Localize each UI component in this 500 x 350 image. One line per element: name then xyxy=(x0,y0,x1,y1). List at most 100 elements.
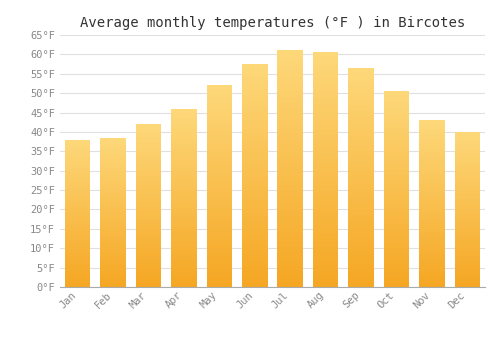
Bar xyxy=(384,97,409,99)
Bar xyxy=(136,150,162,152)
Bar xyxy=(136,183,162,184)
Bar xyxy=(384,105,409,107)
Bar xyxy=(65,243,90,244)
Bar xyxy=(384,138,409,140)
Bar xyxy=(384,119,409,121)
Bar xyxy=(206,124,232,126)
Bar xyxy=(136,135,162,137)
Bar xyxy=(65,152,90,153)
Bar xyxy=(242,106,268,108)
Bar xyxy=(65,148,90,150)
Bar xyxy=(136,218,162,220)
Bar xyxy=(136,158,162,160)
Bar xyxy=(100,276,126,278)
Bar xyxy=(384,264,409,265)
Bar xyxy=(384,128,409,130)
Bar xyxy=(171,155,196,157)
Bar xyxy=(348,155,374,158)
Bar xyxy=(100,286,126,287)
Bar xyxy=(313,125,338,127)
Bar xyxy=(348,81,374,83)
Bar xyxy=(171,257,196,258)
Bar xyxy=(171,189,196,191)
Bar xyxy=(454,254,480,256)
Bar xyxy=(384,267,409,270)
Bar xyxy=(419,160,444,162)
Bar xyxy=(313,151,338,153)
Bar xyxy=(171,237,196,239)
Bar xyxy=(171,284,196,285)
Bar xyxy=(454,147,480,149)
Bar xyxy=(100,172,126,174)
Bar xyxy=(242,191,268,193)
Bar xyxy=(206,158,232,160)
Bar xyxy=(454,216,480,217)
Bar xyxy=(65,170,90,172)
Bar xyxy=(384,279,409,281)
Bar xyxy=(136,237,162,238)
Bar xyxy=(313,130,338,132)
Bar xyxy=(313,80,338,83)
Bar xyxy=(206,204,232,206)
Bar xyxy=(348,107,374,110)
Bar xyxy=(454,193,480,194)
Bar xyxy=(278,135,303,138)
Bar xyxy=(313,132,338,134)
Bar xyxy=(454,226,480,228)
Bar xyxy=(171,282,196,284)
Bar xyxy=(348,136,374,138)
Bar xyxy=(171,144,196,146)
Bar xyxy=(419,264,444,265)
Bar xyxy=(65,141,90,142)
Bar xyxy=(65,165,90,166)
Bar xyxy=(313,212,338,214)
Bar xyxy=(313,113,338,116)
Bar xyxy=(100,220,126,221)
Bar xyxy=(313,71,338,74)
Bar xyxy=(348,94,374,97)
Bar xyxy=(136,235,162,237)
Bar xyxy=(313,275,338,278)
Bar xyxy=(419,134,444,135)
Bar xyxy=(419,227,444,229)
Bar xyxy=(171,240,196,243)
Bar xyxy=(313,181,338,184)
Bar xyxy=(454,248,480,250)
Bar xyxy=(419,154,444,155)
Bar xyxy=(348,120,374,123)
Bar xyxy=(384,228,409,230)
Bar xyxy=(242,211,268,213)
Bar xyxy=(384,201,409,203)
Bar xyxy=(171,148,196,150)
Bar xyxy=(454,160,480,161)
Bar xyxy=(313,203,338,205)
Bar xyxy=(171,198,196,199)
Bar xyxy=(206,126,232,128)
Bar xyxy=(171,112,196,114)
Bar xyxy=(242,167,268,169)
Bar xyxy=(454,140,480,141)
Bar xyxy=(171,171,196,173)
Bar xyxy=(206,192,232,194)
Bar xyxy=(100,159,126,160)
Bar xyxy=(384,246,409,248)
Bar xyxy=(136,214,162,215)
Bar xyxy=(278,91,303,93)
Bar xyxy=(206,265,232,267)
Bar xyxy=(419,215,444,217)
Bar xyxy=(206,261,232,263)
Bar xyxy=(171,223,196,225)
Bar xyxy=(454,281,480,282)
Bar xyxy=(454,231,480,233)
Bar xyxy=(206,218,232,220)
Bar xyxy=(206,194,232,196)
Bar xyxy=(454,264,480,265)
Bar xyxy=(242,149,268,151)
Bar xyxy=(348,232,374,234)
Bar xyxy=(313,266,338,268)
Bar xyxy=(384,154,409,156)
Bar xyxy=(313,259,338,261)
Bar xyxy=(65,226,90,228)
Bar xyxy=(278,55,303,58)
Bar xyxy=(206,279,232,281)
